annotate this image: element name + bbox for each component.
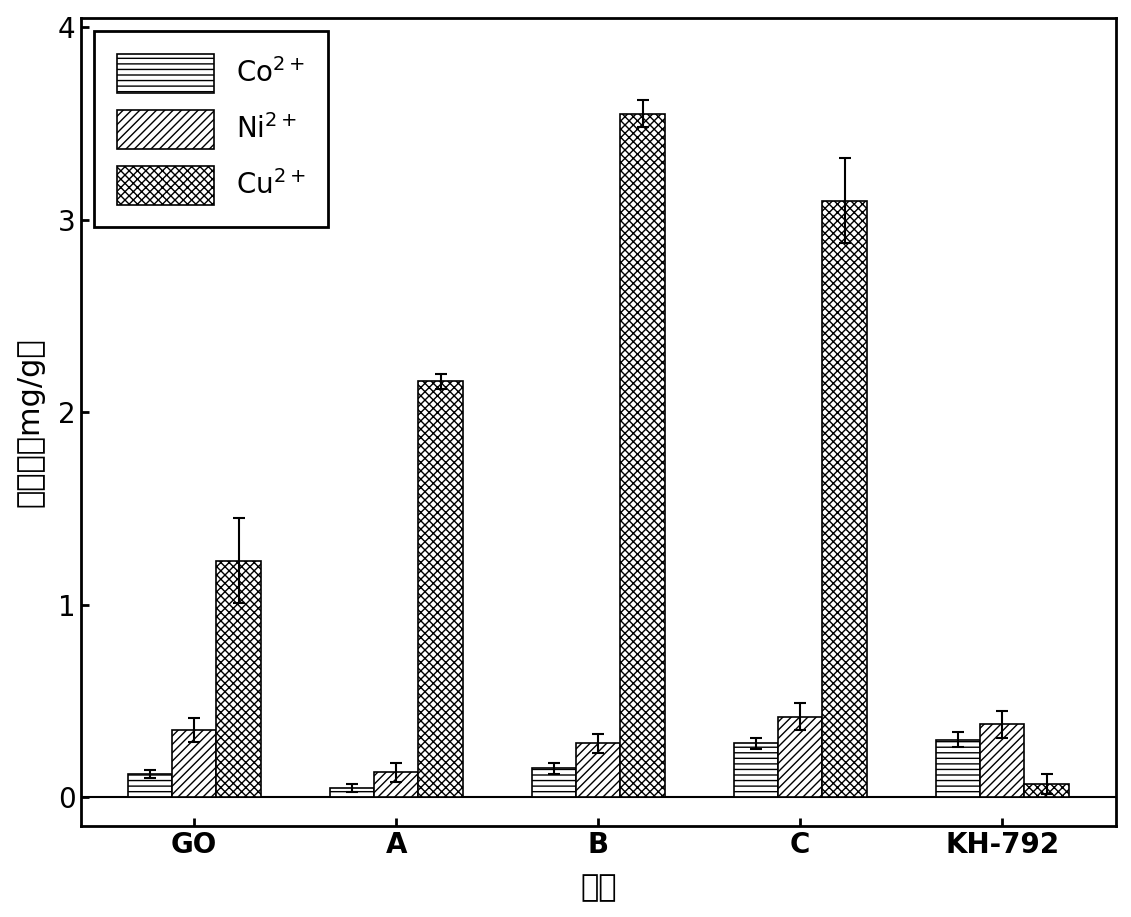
- Bar: [418, 381, 463, 798]
- Bar: [822, 201, 867, 798]
- Bar: [374, 772, 418, 798]
- Bar: [576, 744, 621, 798]
- Bar: [532, 768, 576, 798]
- Bar: [1025, 784, 1069, 798]
- X-axis label: 样品: 样品: [580, 873, 616, 902]
- Legend: Co$^{2+}$, Ni$^{2+}$, Cu$^{2+}$: Co$^{2+}$, Ni$^{2+}$, Cu$^{2+}$: [94, 31, 328, 227]
- Bar: [172, 730, 216, 798]
- Bar: [128, 774, 172, 798]
- Bar: [981, 724, 1025, 798]
- Bar: [329, 788, 374, 798]
- Bar: [734, 744, 778, 798]
- Bar: [778, 716, 822, 798]
- Bar: [216, 560, 261, 798]
- Bar: [935, 740, 981, 798]
- Bar: [621, 114, 665, 798]
- Y-axis label: 吸附量（mg/g）: 吸附量（mg/g）: [15, 337, 44, 507]
